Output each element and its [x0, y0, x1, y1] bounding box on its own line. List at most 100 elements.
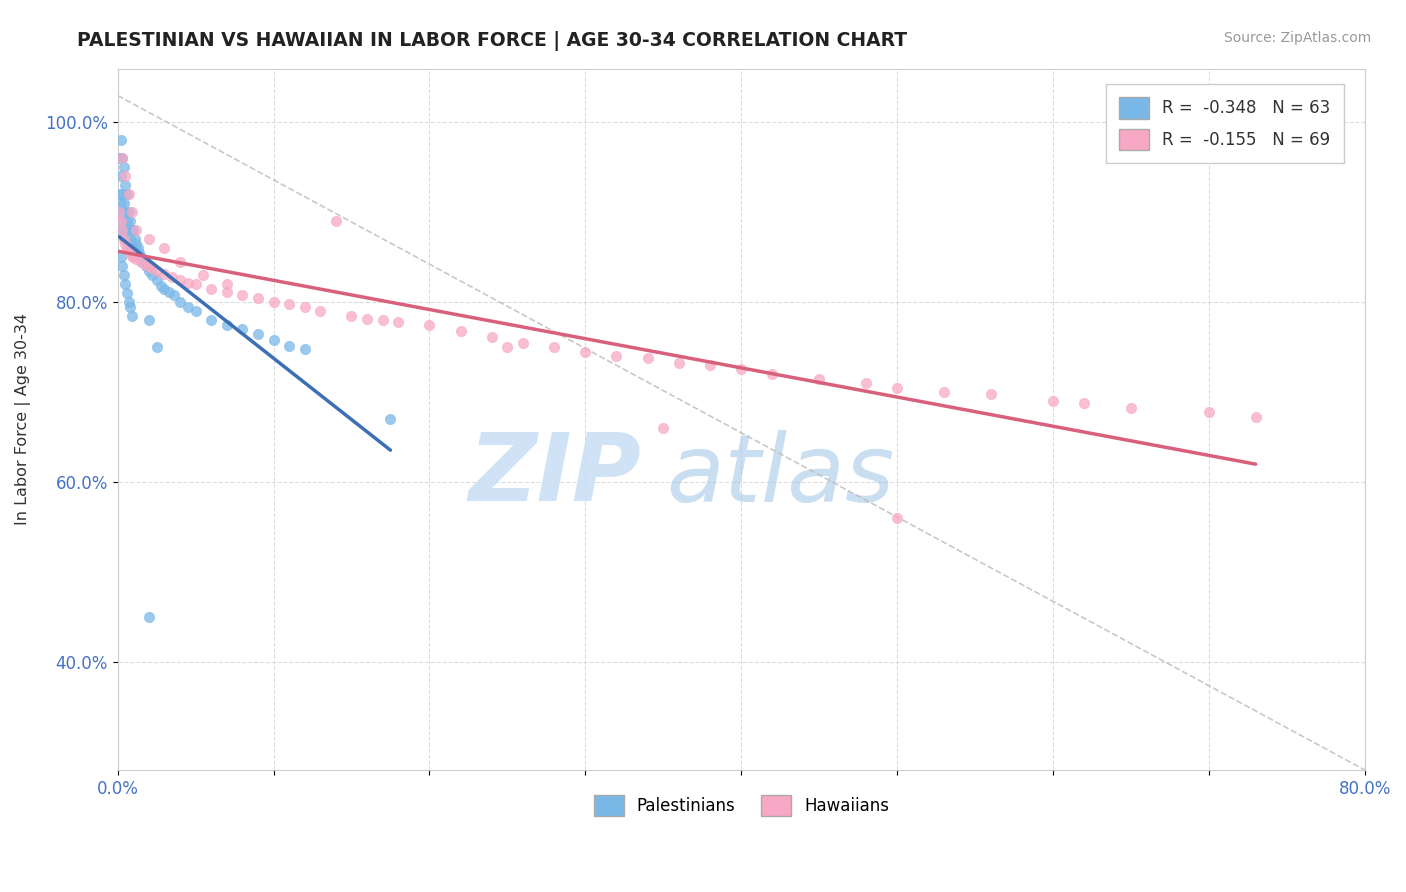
Point: [886, 381, 908, 395]
Point: [120, 214, 142, 228]
Point: [122, 241, 145, 255]
Point: [1073, 396, 1095, 410]
Point: [215, 285, 238, 299]
Point: [278, 338, 301, 352]
Point: [263, 295, 285, 310]
Point: [120, 300, 142, 314]
Point: [215, 318, 238, 332]
Point: [980, 387, 1002, 401]
Point: [110, 133, 132, 147]
Point: [808, 372, 831, 386]
Point: [114, 169, 136, 184]
Point: [138, 313, 160, 327]
Point: [496, 340, 519, 354]
Point: [184, 277, 207, 292]
Point: [145, 340, 167, 354]
Point: [121, 223, 143, 237]
Point: [855, 376, 877, 391]
Point: [112, 268, 135, 283]
Point: [481, 329, 503, 343]
Point: [129, 251, 152, 265]
Point: [125, 236, 148, 251]
Point: [193, 268, 215, 283]
Point: [200, 282, 222, 296]
Point: [121, 205, 143, 219]
Point: [512, 335, 534, 350]
Point: [138, 260, 160, 274]
Text: Source: ZipAtlas.com: Source: ZipAtlas.com: [1223, 31, 1371, 45]
Point: [177, 300, 200, 314]
Point: [108, 152, 131, 166]
Point: [141, 268, 163, 283]
Point: [114, 236, 136, 251]
Point: [184, 304, 207, 318]
Point: [160, 270, 183, 285]
Point: [153, 241, 176, 255]
Point: [121, 241, 143, 255]
Point: [115, 241, 138, 255]
Point: [128, 246, 150, 260]
Point: [356, 311, 378, 326]
Point: [150, 279, 173, 293]
Point: [114, 232, 136, 246]
Point: [110, 196, 132, 211]
Point: [111, 205, 134, 219]
Point: [112, 196, 135, 211]
Point: [294, 300, 316, 314]
Point: [110, 169, 132, 184]
Point: [932, 385, 955, 400]
Point: [114, 178, 136, 193]
Point: [108, 187, 131, 202]
Text: ZIP: ZIP: [468, 429, 641, 522]
Point: [1198, 405, 1220, 419]
Legend: Palestinians, Hawaiians: Palestinians, Hawaiians: [585, 787, 897, 825]
Point: [652, 421, 675, 435]
Point: [110, 251, 132, 265]
Point: [114, 277, 136, 292]
Point: [117, 205, 139, 219]
Point: [450, 324, 472, 338]
Point: [730, 362, 752, 376]
Point: [153, 282, 176, 296]
Point: [340, 309, 363, 323]
Point: [246, 291, 269, 305]
Point: [668, 356, 690, 370]
Point: [108, 205, 131, 219]
Point: [108, 205, 131, 219]
Point: [114, 205, 136, 219]
Point: [157, 285, 180, 299]
Point: [122, 251, 145, 265]
Point: [120, 246, 142, 260]
Point: [124, 232, 146, 246]
Point: [120, 232, 142, 246]
Point: [108, 223, 131, 237]
Point: [141, 261, 163, 276]
Point: [215, 277, 238, 292]
Point: [125, 252, 148, 267]
Point: [117, 223, 139, 237]
Point: [117, 187, 139, 202]
Text: PALESTINIAN VS HAWAIIAN IN LABOR FORCE | AGE 30-34 CORRELATION CHART: PALESTINIAN VS HAWAIIAN IN LABOR FORCE |…: [77, 31, 907, 51]
Point: [127, 241, 149, 255]
Point: [135, 258, 157, 272]
Point: [117, 295, 139, 310]
Point: [169, 255, 191, 269]
Point: [115, 187, 138, 202]
Point: [761, 368, 783, 382]
Point: [110, 214, 132, 228]
Point: [115, 286, 138, 301]
Point: [138, 610, 160, 624]
Point: [111, 152, 134, 166]
Point: [886, 511, 908, 525]
Point: [418, 318, 440, 332]
Point: [1244, 410, 1267, 425]
Point: [371, 313, 394, 327]
Point: [246, 326, 269, 341]
Point: [637, 351, 659, 365]
Point: [121, 309, 143, 323]
Point: [699, 359, 721, 373]
Point: [278, 297, 301, 311]
Point: [543, 340, 565, 354]
Point: [117, 243, 139, 257]
Point: [263, 333, 285, 347]
